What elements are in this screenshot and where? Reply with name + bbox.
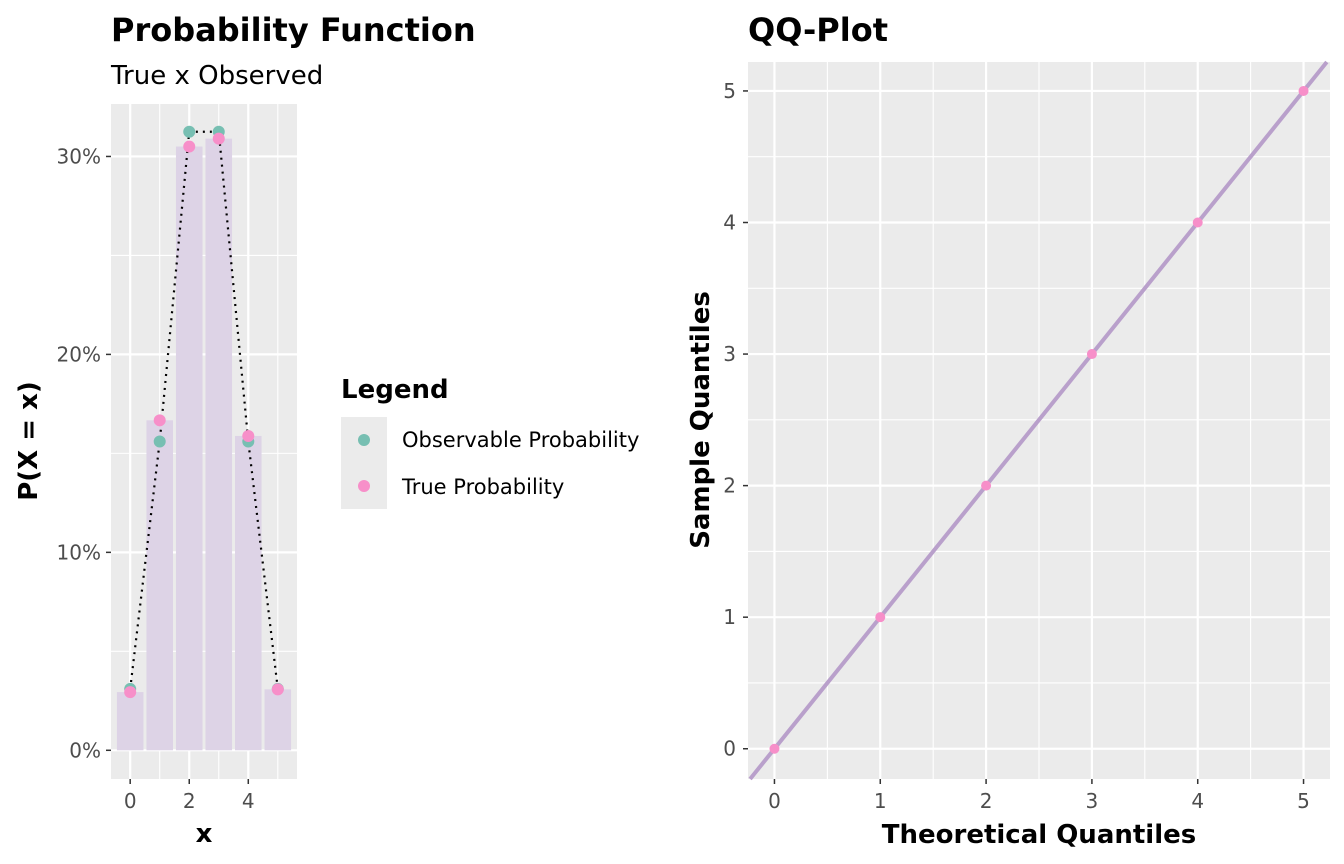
qq-y-ticks: 0 1 2 3 4 5: [723, 79, 748, 761]
pmf-bar: [235, 435, 262, 751]
pmf-point-true: [124, 686, 137, 699]
pmf-dotted-line: [129, 130, 279, 690]
pmf-subtitle: True x Observed: [110, 61, 323, 91]
qq-y-tick-label: 0: [723, 737, 736, 761]
pmf-x-tick-label: 4: [242, 789, 255, 813]
qq-point: [1192, 217, 1203, 228]
qq-y-tick-label: 5: [723, 79, 736, 103]
qq-reference-line: [748, 60, 1329, 781]
pmf-bar: [116, 692, 144, 751]
qq-gridlines: [748, 62, 1330, 779]
pmf-y-tick-label: 0%: [69, 738, 101, 762]
qq-title: QQ-Plot: [748, 11, 888, 49]
qq-x-tick-label: 0: [768, 789, 781, 813]
pmf-title: Probability Function: [111, 11, 476, 49]
pmf-x-tick-label: 0: [124, 789, 137, 813]
pmf-x-ticks: 0 2 4: [124, 779, 255, 813]
pmf-y-tick-label: 20%: [57, 342, 101, 366]
legend-key-observable: [358, 434, 370, 446]
pmf-y-axis-title: P(X = x): [14, 381, 44, 501]
pmf-bars: [116, 138, 292, 751]
qq-y-tick-label: 1: [723, 605, 736, 629]
pmf-y-tick-label: 30%: [57, 144, 101, 168]
qq-x-tick-label: 3: [1086, 789, 1099, 813]
qq-y-tick-label: 2: [723, 474, 736, 498]
legend-key-true: [358, 480, 370, 492]
pmf-point-true: [212, 132, 225, 145]
legend-title: Legend: [341, 375, 449, 405]
pmf-y-ticks: 0% 10% 20% 30%: [57, 144, 111, 762]
qq-y-axis-title: Sample Quantiles: [686, 291, 716, 549]
pmf-point-true: [242, 429, 255, 442]
qq-point: [981, 480, 992, 491]
pmf-x-tick-label: 2: [183, 789, 196, 813]
qq-point: [875, 612, 886, 623]
qq-point: [1298, 85, 1309, 96]
qq-x-axis-title: Theoretical Quantiles: [882, 820, 1197, 850]
pmf-point-observable: [153, 435, 166, 448]
pmf-x-axis-title: x: [196, 819, 213, 849]
qq-y-tick-label: 4: [723, 211, 736, 235]
pmf-point-true: [153, 414, 166, 427]
legend: Legend Observable Probability True Proba…: [341, 375, 639, 509]
qq-x-tick-label: 5: [1297, 789, 1310, 813]
pmf-panel-background: [111, 104, 297, 779]
pmf-bar: [175, 146, 203, 751]
legend-label-true: True Probability: [401, 475, 564, 499]
qq-y-tick-label: 3: [723, 342, 736, 366]
qq-point: [1086, 349, 1097, 360]
qq-x-tick-label: 4: [1191, 789, 1204, 813]
pmf-point-true: [271, 683, 284, 696]
qq-x-tick-label: 1: [874, 789, 887, 813]
pmf-bar: [264, 689, 292, 751]
qq-point: [769, 743, 780, 754]
pmf-bar: [205, 138, 233, 751]
pmf-bar: [146, 420, 173, 751]
pmf-point-observable: [183, 125, 196, 138]
qq-x-ticks: 0 1 2 3 4 5: [768, 779, 1310, 813]
qq-x-tick-label: 2: [980, 789, 993, 813]
pmf-points: [124, 125, 284, 699]
pmf-point-true: [183, 140, 196, 153]
pmf-y-tick-label: 10%: [57, 540, 101, 564]
qq-points: [769, 85, 1309, 754]
legend-label-observable: Observable Probability: [402, 428, 639, 452]
